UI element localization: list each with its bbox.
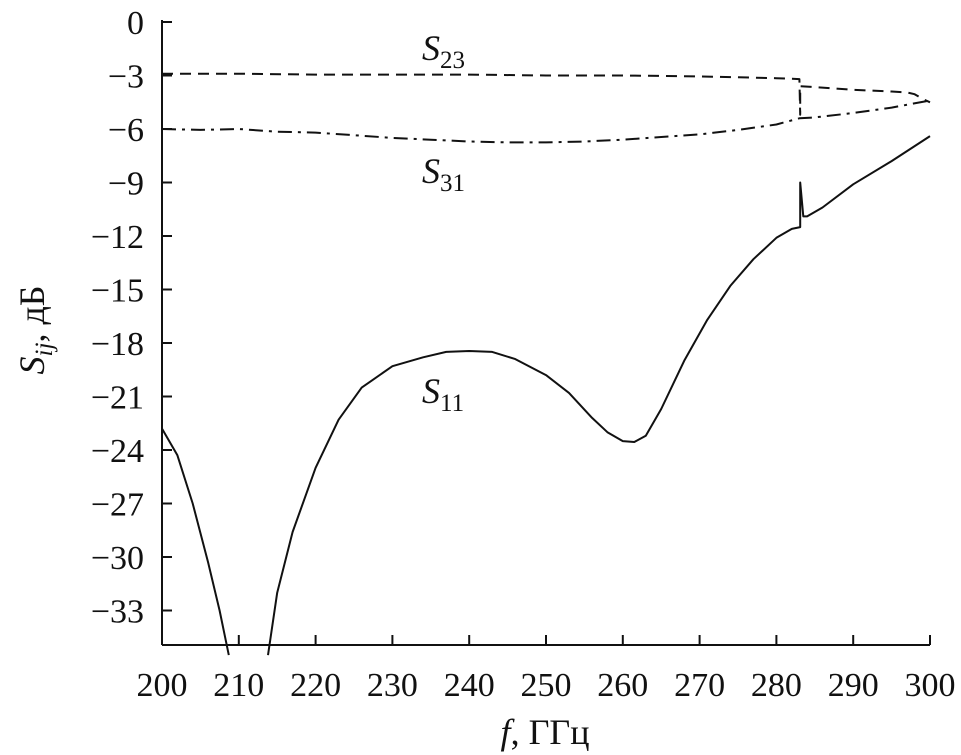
y-tick-label: −9: [108, 166, 144, 203]
y-tick-label: −33: [91, 594, 144, 631]
x-tick-label: 210: [213, 667, 264, 704]
x-tick-label: 260: [597, 667, 648, 704]
x-tick-label: 280: [751, 667, 802, 704]
x-axis-title: f, ГГц: [501, 712, 590, 752]
y-tick-label: −21: [91, 380, 144, 417]
y-tick-label: −30: [91, 540, 144, 577]
y-tick-label: −12: [91, 219, 144, 256]
x-tick-label: 240: [444, 667, 495, 704]
x-tick-label: 270: [674, 667, 725, 704]
x-tick-label: 250: [521, 667, 572, 704]
x-tick-label: 220: [290, 667, 341, 704]
x-tick-label: 300: [905, 667, 956, 704]
y-tick-label: −18: [91, 326, 144, 363]
ticks: 200 210 220 230 240 250 260 270 280 290 300 0 −3 −6 −9…: [91, 5, 956, 704]
series-label-s31: S31: [422, 151, 465, 197]
y-tick-label: 0: [127, 5, 144, 42]
series-label-s23: S23: [422, 28, 465, 74]
x-tick-label: 230: [367, 667, 418, 704]
y-tick-label: −15: [91, 273, 144, 310]
y-axis-title: Sij, дБ: [12, 286, 58, 375]
y-tick-label: −27: [91, 487, 144, 524]
x-tick-label: 200: [137, 667, 188, 704]
series-line-s11-part-2: [267, 135, 931, 656]
x-tick-label: 290: [828, 667, 879, 704]
series-label-s11: S11: [422, 371, 464, 417]
y-tick-label: −3: [108, 59, 144, 96]
y-tick-label: −24: [91, 433, 144, 470]
y-tick-label: −6: [108, 112, 144, 149]
series-line-s23: [162, 72, 931, 116]
series-line-s31: [161, 99, 931, 144]
plot-lines: [161, 72, 931, 656]
series-line-s11-part-1: [161, 428, 230, 656]
axes: [161, 20, 930, 646]
